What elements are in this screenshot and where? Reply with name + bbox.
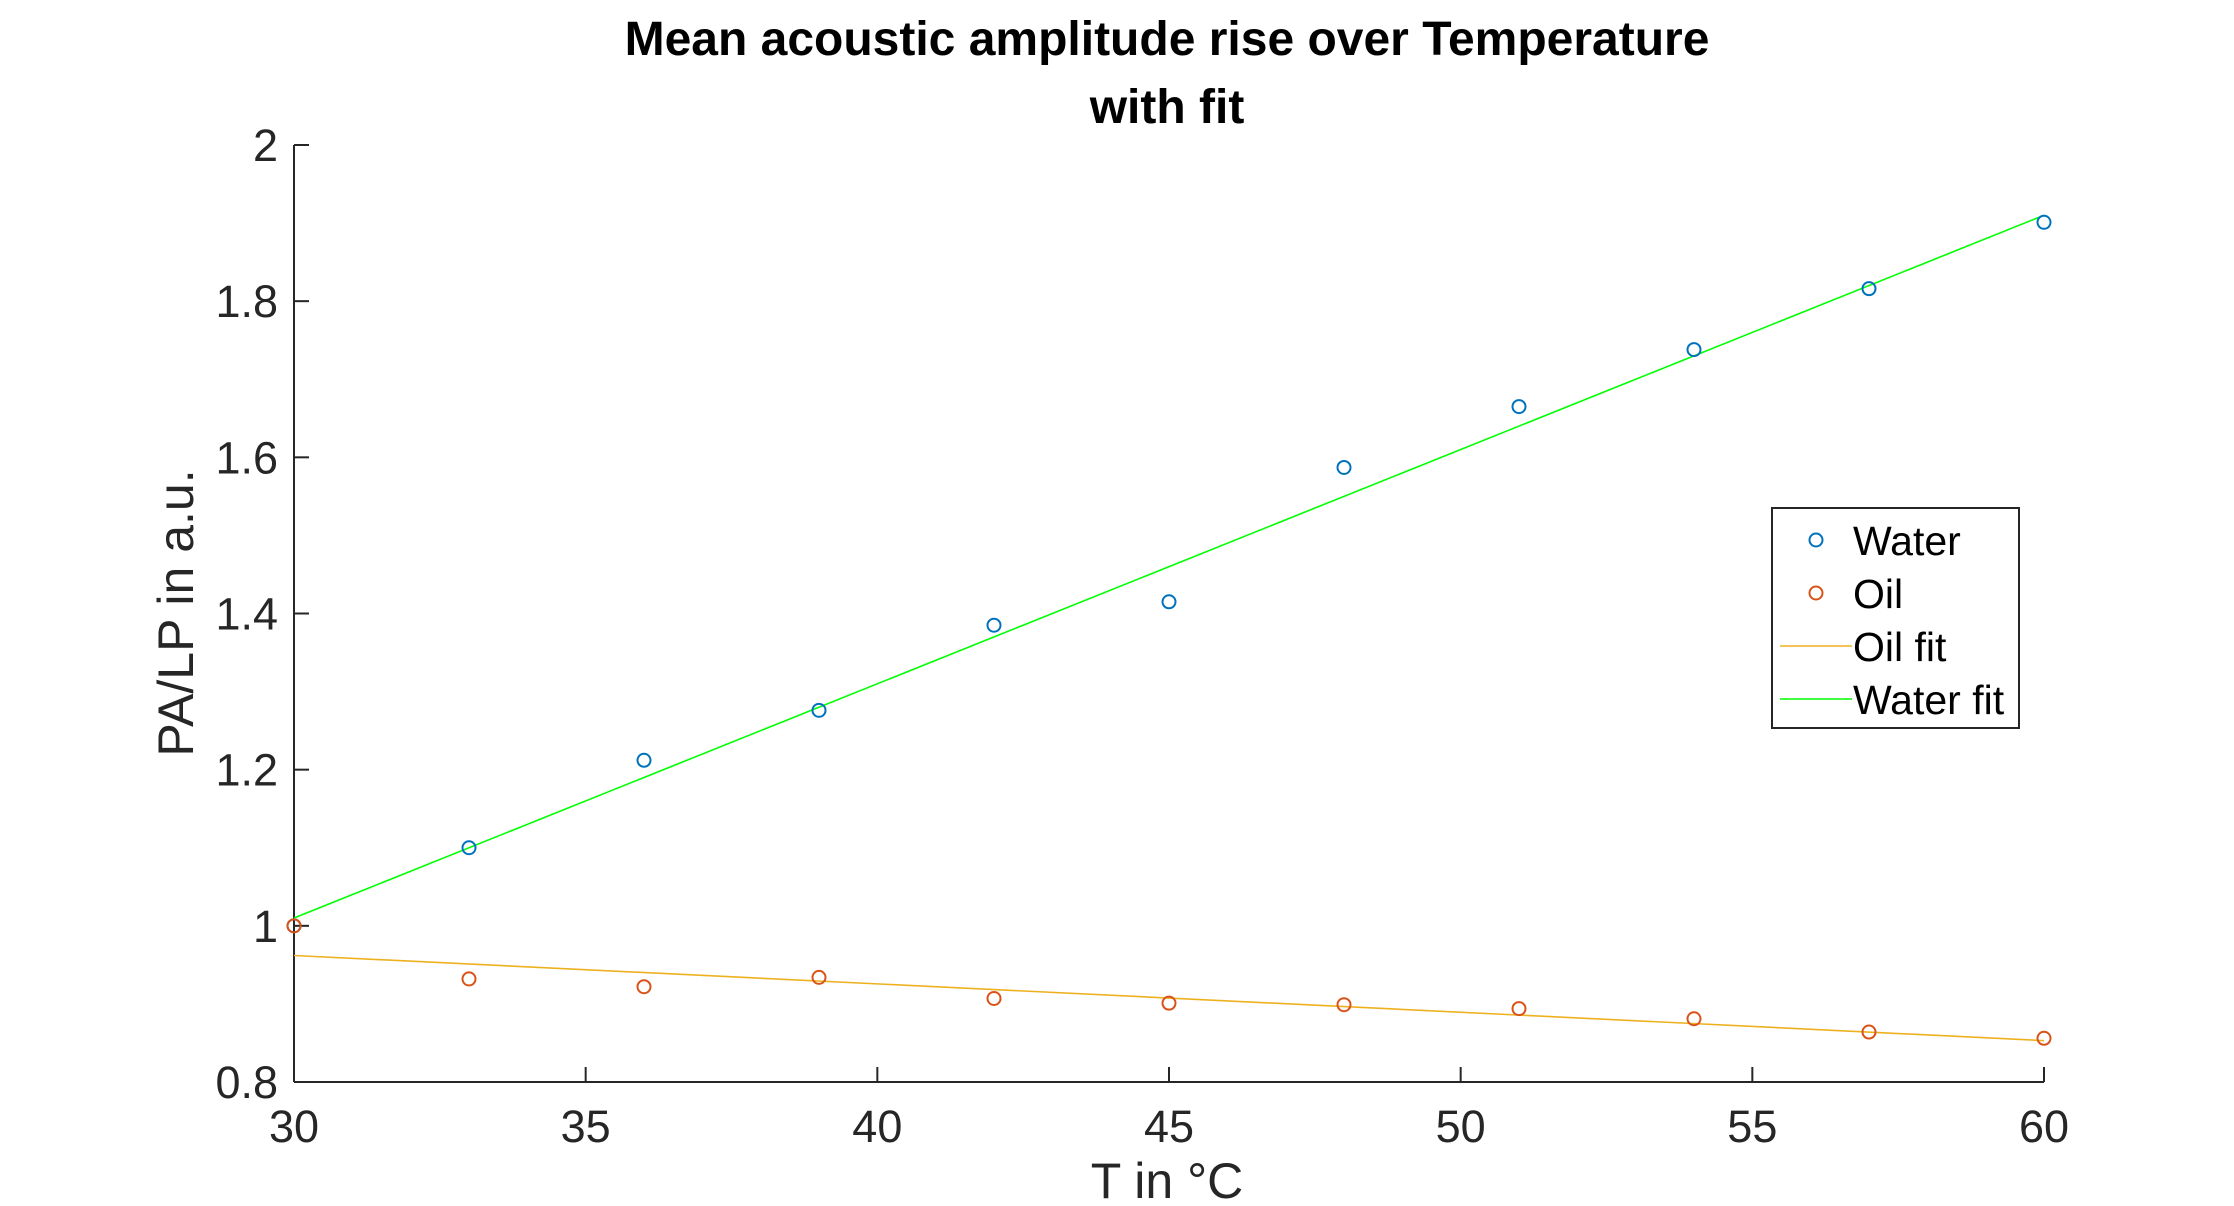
x-tick-label: 50 [1436,1101,1486,1152]
legend-item-oil-fit: Oil fit [1780,624,1947,670]
oil-point [1511,1001,1527,1017]
legend-marker-water [1808,532,1824,548]
legend-label-water-fit: Water fit [1853,677,2005,723]
legend-label-oil-fit: Oil fit [1853,624,1947,670]
y-tick-label: 1.8 [215,276,278,327]
legend-box [1771,507,2020,729]
water-point [1511,399,1527,415]
x-ticks: 30 35 40 45 50 55 60 [269,1067,2069,1152]
fit-lines [293,214,2045,1042]
y-axis-label: PA/LP in a.u. [148,469,204,756]
water-fit-line [293,214,2045,919]
water-point [2036,214,2052,230]
legend-marker-oil [1808,585,1824,601]
oil-point [1861,1024,1877,1040]
chart-title-line-2: with fit [1089,81,1245,134]
water-point [1861,281,1877,297]
x-tick-label: 35 [561,1101,611,1152]
y-tick-label: 1 [253,901,278,952]
oil-point [986,990,1002,1006]
oil-point [461,971,477,987]
x-axis-label: T in °C [1091,1153,1243,1206]
y-tick-label: 2 [253,120,278,171]
y-tick-label: 0.8 [215,1057,278,1108]
legend-item-water-fit: Water fit [1780,677,2005,723]
oil-fit-line [293,954,2045,1042]
water-point [811,702,827,718]
oil-point [1686,1011,1702,1027]
y-tick-label: 1.6 [215,432,278,483]
oil-point [811,969,827,985]
x-tick-label: 45 [1144,1101,1194,1152]
water-point [1161,594,1177,610]
legend: Water Oil Oil fit Water fit [1771,507,2020,729]
data-markers [286,214,2052,1046]
water-point [461,840,477,856]
x-tick-label: 30 [269,1101,319,1152]
y-tick-label: 1.4 [215,589,278,640]
x-tick-label: 55 [1727,1101,1777,1152]
water-point [1336,459,1352,475]
legend-item-oil: Oil [1808,571,1903,617]
y-ticks: 0.8 1 1.2 1.4 1.6 1.8 2 [215,120,309,1108]
legend-label-water: Water [1853,518,1961,564]
legend-label-oil: Oil [1853,571,1903,617]
chart-title-line-1: Mean acoustic amplitude rise over Temper… [625,13,1710,66]
y-tick-label: 1.2 [215,745,278,796]
water-point [986,617,1002,633]
x-tick-label: 40 [852,1101,902,1152]
water-point [1686,342,1702,358]
oil-point [286,918,302,934]
oil-point [636,979,652,995]
oil-point [1161,995,1177,1011]
water-point [636,752,652,768]
oil-point [1336,997,1352,1013]
legend-item-water: Water [1808,518,1961,564]
x-tick-label: 60 [2019,1101,2069,1152]
oil-point [2036,1030,2052,1046]
